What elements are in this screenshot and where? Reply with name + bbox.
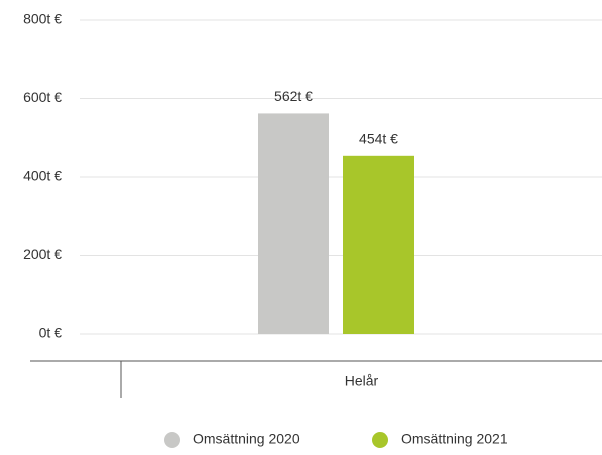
legend-label: Omsättning 2020: [193, 431, 300, 447]
y-tick-label: 0t €: [39, 325, 63, 341]
legend-marker: [372, 432, 388, 448]
y-tick-label: 800t €: [23, 11, 62, 27]
y-tick-label: 600t €: [23, 89, 62, 105]
value-label: 562t €: [274, 88, 313, 104]
value-label: 454t €: [359, 131, 398, 147]
bar: [258, 113, 329, 334]
y-tick-label: 400t €: [23, 168, 62, 184]
bar: [343, 155, 414, 334]
y-tick-label: 200t €: [23, 246, 62, 262]
legend-label: Omsättning 2021: [401, 431, 508, 447]
legend-marker: [164, 432, 180, 448]
x-tick-label: Helår: [345, 373, 379, 389]
